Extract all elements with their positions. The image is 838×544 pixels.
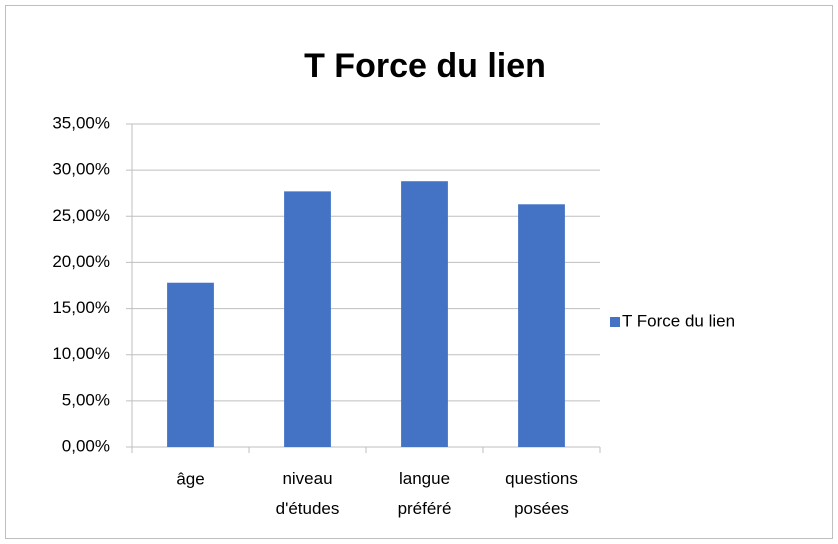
x-tick-label: langue préféré [398, 469, 452, 518]
chart-title: T Force du lien [304, 47, 546, 85]
bar [167, 282, 214, 447]
bar [284, 191, 331, 447]
legend-swatch [610, 317, 620, 327]
y-tick-label: 10,00% [52, 344, 110, 363]
bar [401, 181, 448, 447]
y-tick-label: 15,00% [52, 298, 110, 317]
x-tick-label: questions posées [505, 469, 578, 518]
y-tick-label: 25,00% [52, 206, 110, 225]
y-tick-label: 30,00% [52, 160, 110, 179]
y-tick-label: 0,00% [62, 436, 110, 455]
legend-label: T Force du lien [622, 311, 735, 330]
y-tick-label: 5,00% [62, 390, 110, 409]
y-tick-label: 35,00% [52, 113, 110, 132]
bar [518, 204, 565, 447]
y-tick-label: 20,00% [52, 252, 110, 271]
x-tick-label: âge [176, 469, 204, 488]
x-tick-label: niveau d'études [276, 469, 340, 518]
